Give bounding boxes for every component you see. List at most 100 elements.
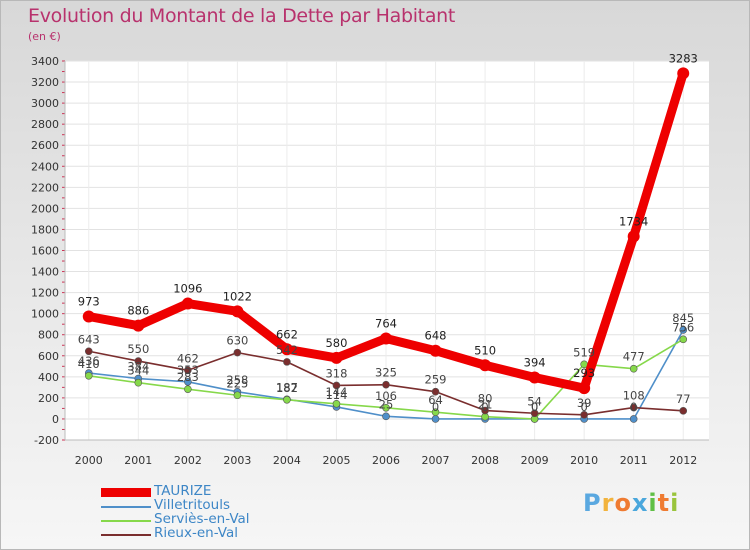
data-point-servi-s-en-val <box>283 395 291 404</box>
y-tick-label: 1800 <box>31 223 59 236</box>
data-label-taurize: 764 <box>375 317 397 331</box>
data-point-servi-s-en-val <box>332 399 341 408</box>
data-point-villetritouls <box>184 377 192 386</box>
data-label-taurize: 662 <box>276 327 298 341</box>
logo-letter: i <box>648 489 658 517</box>
data-point-rieux-en-val <box>481 406 489 415</box>
data-point-rieux-en-val <box>84 347 93 356</box>
logo-letter: i <box>670 489 680 517</box>
legend-label: Rieux-en-Val <box>154 525 239 541</box>
data-label-taurize: 1022 <box>223 289 252 303</box>
data-label-rieux-en-val: 325 <box>375 366 397 380</box>
data-point-rieux-en-val <box>233 348 242 357</box>
data-label-taurize: 973 <box>78 295 100 309</box>
data-label-rieux-en-val: 77 <box>676 392 691 406</box>
data-label-rieux-en-val: 550 <box>127 342 149 356</box>
data-point-taurize <box>578 382 591 395</box>
x-tick-label: 2006 <box>372 454 400 467</box>
data-label-rieux-en-val: 39 <box>577 396 592 410</box>
data-label-rieux-en-val: 259 <box>425 373 447 387</box>
data-label-servi-s-en-val: 477 <box>623 350 645 364</box>
x-tick-label: 2002 <box>174 454 202 467</box>
data-label-rieux-en-val: 643 <box>78 332 100 346</box>
data-label-taurize: 1096 <box>173 282 202 296</box>
y-tick-label: 1600 <box>31 245 59 258</box>
logo-letter: o <box>614 489 632 517</box>
data-point-servi-s-en-val <box>679 335 688 344</box>
x-tick-label: 2007 <box>422 454 450 467</box>
data-label-servi-s-en-val: 283 <box>177 370 199 384</box>
legend-label: TAURIZE <box>154 483 212 499</box>
data-label-taurize: 510 <box>474 343 496 357</box>
data-label-servi-s-en-val: 410 <box>78 357 100 371</box>
data-point-villetritouls <box>629 415 638 423</box>
legend-item: Rieux-en-Val <box>101 525 301 541</box>
y-tick-label: 1200 <box>31 287 59 300</box>
chart-subtitle: (en €) <box>28 30 61 43</box>
data-label-servi-s-en-val: 182 <box>276 381 298 395</box>
data-label-rieux-en-val: 108 <box>623 389 645 403</box>
chart-title: Evolution du Montant de la Dette par Hab… <box>28 5 456 27</box>
data-label-villetritouls: 845 <box>672 311 694 325</box>
x-tick-label: 2012 <box>669 454 697 467</box>
x-tick-label: 2004 <box>273 454 301 467</box>
data-point-servi-s-en-val <box>382 403 390 412</box>
data-point-rieux-en-val <box>382 380 390 389</box>
data-label-servi-s-en-val: 144 <box>325 385 347 399</box>
y-tick-label: 200 <box>38 392 59 405</box>
y-tick-label: 800 <box>38 329 59 342</box>
data-point-servi-s-en-val <box>629 364 638 373</box>
data-label-villetritouls: 0 <box>531 400 538 414</box>
data-point-taurize <box>677 67 690 80</box>
data-label-servi-s-en-val: 64 <box>428 393 443 407</box>
data-point-rieux-en-val <box>530 409 539 418</box>
data-point-taurize <box>132 319 145 332</box>
data-label-taurize: 394 <box>524 355 546 369</box>
y-tick-label: 2200 <box>31 181 59 194</box>
y-tick-label: 3000 <box>31 97 59 110</box>
data-label-servi-s-en-val: 106 <box>375 389 397 403</box>
data-label-servi-s-en-val: 0 <box>531 400 538 414</box>
data-point-rieux-en-val <box>332 381 341 390</box>
y-tick-label: 1000 <box>31 308 59 321</box>
data-point-taurize <box>181 297 194 310</box>
logo-letter: x <box>631 489 649 517</box>
data-label-villetritouls: 0 <box>630 400 637 414</box>
data-label-villetritouls: 258 <box>226 373 248 387</box>
data-point-rieux-en-val <box>679 407 688 415</box>
data-label-taurize: 1734 <box>619 214 648 228</box>
data-point-servi-s-en-val <box>184 385 192 393</box>
y-tick-label: 3200 <box>31 76 59 89</box>
data-point-villetritouls <box>679 326 688 334</box>
data-point-villetritouls <box>382 412 390 421</box>
legend-item: Serviès-en-Val <box>101 511 301 527</box>
legend-swatch <box>101 534 151 536</box>
data-label-taurize: 580 <box>325 336 347 350</box>
x-tick-label: 2000 <box>75 454 103 467</box>
data-label-taurize: 886 <box>127 304 149 318</box>
data-label-taurize: 648 <box>425 329 447 343</box>
proxiti-logo: Proxiti <box>583 489 679 517</box>
data-point-taurize <box>82 310 95 323</box>
data-label-servi-s-en-val: 344 <box>127 364 149 378</box>
data-point-taurize <box>479 359 492 372</box>
y-tick-label: 400 <box>38 371 59 384</box>
y-tick-label: 3400 <box>31 55 59 68</box>
legend-label: Villetritouls <box>154 497 230 513</box>
legend-item: TAURIZE <box>101 483 301 499</box>
data-label-rieux-en-val: 54 <box>527 394 542 408</box>
data-point-taurize <box>528 371 541 384</box>
legend-swatch <box>101 506 151 508</box>
data-point-villetritouls <box>431 415 440 423</box>
legend-swatch <box>101 520 151 522</box>
logo-letter: P <box>583 489 602 517</box>
legend-label: Serviès-en-Val <box>154 511 250 527</box>
data-point-taurize <box>380 332 392 345</box>
y-tick-label: 2000 <box>31 202 59 215</box>
data-point-taurize <box>280 343 293 356</box>
data-label-villetritouls: 25 <box>379 397 394 411</box>
data-label-villetritouls: 187 <box>276 380 298 394</box>
data-label-servi-s-en-val: 756 <box>672 320 694 334</box>
data-point-rieux-en-val <box>134 357 143 365</box>
